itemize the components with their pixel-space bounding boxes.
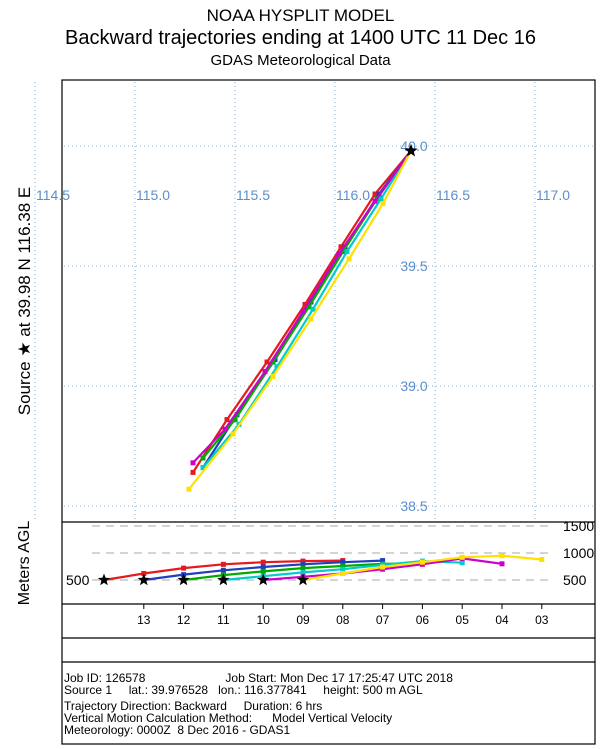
height-start-star (257, 573, 270, 586)
height-start-star (217, 573, 230, 586)
trajectory-marker (336, 251, 342, 257)
height-y-label: Meters AGL (16, 520, 33, 606)
trajectory-marker (224, 417, 230, 423)
longitude-label: 115.5 (236, 187, 270, 203)
direction-info-line: Trajectory Direction: Backward Duration:… (64, 699, 323, 713)
trajectory-marker (270, 359, 276, 365)
trajectory-marker (378, 196, 384, 202)
height-y-label-area: Meters AGL (8, 520, 42, 606)
latitude-label: 38.5 (400, 498, 427, 514)
trajectory-marker (270, 373, 276, 379)
height-profile-marker (260, 568, 266, 574)
trajectory-marker (306, 304, 312, 310)
height-profile-marker (499, 561, 505, 567)
trajectory-marker (264, 359, 270, 365)
height-profile-marker (300, 569, 306, 575)
hour-label: 05 (456, 613, 470, 627)
hour-label: 12 (177, 613, 191, 627)
trajectory-marker (380, 201, 386, 207)
trajectory-marker (300, 309, 306, 315)
chart-subtitle: GDAS Meteorological Data (210, 52, 391, 69)
height-start-star (97, 573, 111, 586)
hour-label: 04 (495, 613, 509, 627)
figure-frame (61, 79, 596, 745)
longitude-label: 116.5 (436, 187, 470, 203)
height-profile-marker (300, 558, 306, 564)
vertical-motion-info-line: Vertical Motion Calculation Method: Mode… (64, 711, 393, 725)
meteorology-info-line: Meteorology: 0000Z 8 Dec 2016 - GDAS1 (64, 723, 291, 737)
height-profile-marker (380, 558, 386, 564)
height-profile-marker (181, 565, 187, 571)
height-tick-label-left: 500 (66, 572, 90, 588)
height-profile-marker (340, 559, 346, 565)
map-y-label-area: Source ★ at 39.98 N 116.38 E (8, 80, 42, 522)
longitude-label: 116.0 (336, 187, 370, 203)
trajectory-marker (262, 369, 268, 375)
height-profile-marker (419, 559, 425, 565)
height-profile-marker (220, 561, 226, 567)
height-profile-marker (459, 560, 465, 566)
height-tick-label: 1500 (563, 518, 594, 534)
trajectory-marker (338, 244, 344, 250)
height-profile-marker (260, 559, 266, 565)
height-profile-marker (340, 571, 346, 577)
trajectory-marker (372, 191, 378, 197)
hour-label: 03 (535, 613, 549, 627)
longitude-label: 115.0 (136, 187, 170, 203)
chart-title-line2: Backward trajectories ending at 1400 UTC… (65, 27, 536, 49)
trajectory-marker (186, 486, 192, 492)
height-start-star (137, 573, 150, 586)
height-tick-label: 500 (563, 572, 587, 588)
source-star (404, 143, 418, 157)
longitude-label: 117.0 (536, 187, 570, 203)
trajectory-marker (230, 431, 236, 437)
height-start-star (296, 573, 310, 586)
trajectory-marker (274, 364, 280, 370)
latitude-label: 40.0 (400, 138, 427, 154)
height-profile-marker (340, 563, 346, 569)
trajectory-marker (190, 460, 196, 466)
latitude-label: 39.5 (400, 258, 427, 274)
height-profile-marker (380, 564, 386, 570)
trajectory-marker (310, 306, 316, 312)
height-profile-marker (300, 565, 306, 571)
height-start-star (177, 573, 190, 586)
longitude-label: 114.5 (36, 187, 70, 203)
hour-label: 13 (137, 613, 151, 627)
hour-label: 06 (416, 613, 430, 627)
trajectory-marker (200, 455, 206, 461)
height-profile-marker (340, 566, 346, 572)
chart-title-line1: NOAA HYSPLIT MODEL (206, 6, 395, 25)
trajectory-marker (222, 426, 228, 432)
latitude-label: 39.0 (400, 378, 427, 394)
height-profile-marker (300, 561, 306, 567)
trajectory-marker (302, 301, 308, 307)
trajectory-marker (200, 465, 206, 471)
height-tick-label: 1000 (563, 545, 594, 561)
trajectory-marker (232, 417, 238, 423)
job-info-line: Job ID: 126578 Job Start: Mon Dec 17 17:… (64, 671, 453, 685)
height-profile-marker (260, 564, 266, 570)
source-info-line: Source 1 lat.: 39.976528 lon.: 116.37784… (64, 683, 423, 697)
trajectory-marker (340, 249, 346, 255)
trajectory-marker (346, 256, 352, 262)
trajectory-marker (344, 249, 350, 255)
height-profile-marker (220, 567, 226, 573)
map-y-label: Source ★ at 39.98 N 116.38 E (15, 186, 34, 416)
height-profile-marker (499, 553, 505, 559)
hour-label: 11 (217, 613, 230, 627)
hour-label: 10 (257, 613, 271, 627)
hour-label: 09 (296, 613, 310, 627)
hour-label: 08 (336, 613, 350, 627)
height-profile-marker (539, 556, 545, 562)
trajectory-line (192, 150, 412, 464)
trajectory-marker (372, 198, 378, 204)
trajectory-marker (190, 469, 196, 475)
height-profile-marker (459, 554, 465, 560)
hour-label: 07 (376, 613, 390, 627)
trajectory-marker (308, 316, 314, 322)
